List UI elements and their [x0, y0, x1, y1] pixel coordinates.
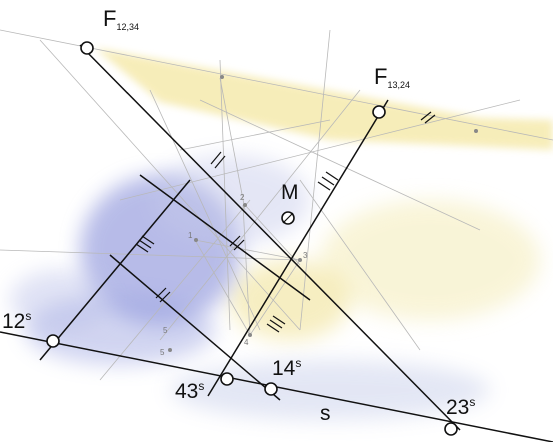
label-f12-34: F12,34 [103, 6, 139, 32]
point-f13-24 [372, 105, 386, 119]
pencil-number: 3 [303, 251, 308, 260]
point-f12-34 [80, 41, 94, 55]
pencil-number: 1 [188, 231, 193, 240]
point-43s [220, 372, 234, 386]
label-s: s [320, 402, 331, 425]
point-14s [264, 382, 278, 396]
label-43s: 43s [175, 379, 204, 403]
pencil-vertex-dots [168, 75, 478, 352]
watercolor-wash [10, 48, 553, 420]
line-f2-43 [207, 99, 389, 397]
label-m: M [281, 181, 299, 204]
pencil-vertex-numbers: 1 2 3 4 5 5 [160, 193, 308, 357]
line-f1-23 [79, 44, 461, 431]
pencil-number: 5 [160, 348, 165, 357]
label-12s: 12s [2, 309, 31, 333]
pencil-number: 2 [240, 193, 245, 202]
line-12-parallel-a [39, 179, 191, 361]
point-m-cross [282, 212, 294, 224]
pencil-number: 5 [163, 326, 168, 335]
line-12-parallel-b [139, 174, 311, 301]
line-parallel-c [109, 254, 281, 401]
point-23s [444, 422, 458, 436]
label-23s: 23s [446, 395, 475, 419]
parallel-tick-marks [135, 111, 436, 333]
point-12s [46, 334, 60, 348]
label-f13-24: F13,24 [374, 64, 410, 90]
pencil-number: 4 [244, 338, 249, 347]
label-14s: 14s [272, 356, 301, 380]
